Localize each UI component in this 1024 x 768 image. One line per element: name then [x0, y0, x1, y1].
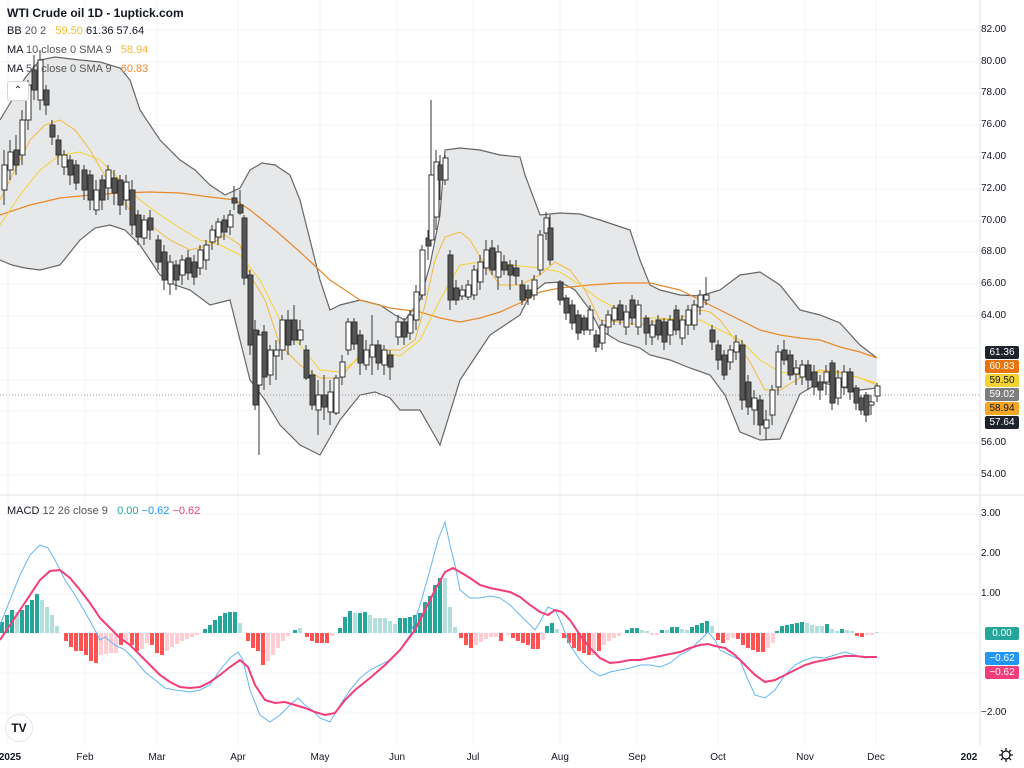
macd-line	[0, 520, 878, 723]
candlesticks[interactable]	[1, 50, 881, 455]
time-label: Jul	[466, 752, 480, 763]
time-label: Jun	[388, 752, 406, 763]
gear-icon[interactable]	[998, 747, 1014, 763]
bb-upper-badge: 61.36	[985, 346, 1019, 359]
bb-basis-value: 59.50	[55, 25, 83, 37]
ma10-legend-params: 10 close 0 SMA 9	[25, 44, 112, 56]
ma50-value: 60.83	[120, 63, 149, 75]
time-label: Oct	[710, 752, 726, 763]
bb-lower-badge: 57.64	[985, 416, 1019, 429]
macd-tick: −2.00	[981, 707, 1007, 718]
macd-line-value: −0.62	[141, 505, 170, 517]
macd-legend[interactable]: MACD 12 26 close 9 0.00 −0.62 −0.62	[7, 505, 200, 517]
ma10-value: 58.94	[120, 44, 149, 56]
price-tick: 56.00	[981, 437, 1007, 448]
price-tick: 66.00	[981, 278, 1007, 289]
macd-signal-badge: −0.62	[985, 666, 1019, 679]
price-tick: 70.00	[981, 215, 1007, 226]
price-tick: 74.00	[981, 151, 1007, 162]
last-price-badge: 59.02	[985, 388, 1019, 401]
macd-legend-label: MACD	[7, 505, 40, 517]
tradingview-logo[interactable]: TV	[5, 714, 33, 742]
price-tick: 80.00	[981, 56, 1007, 67]
bb-legend-params: 20 2	[24, 25, 47, 37]
bb-basis-badge: 59.50	[985, 374, 1019, 387]
bollinger-band-fill	[0, 57, 877, 455]
collapse-legend-button[interactable]: ⌃	[7, 81, 29, 101]
chart-title: WTI Crude oil 1D - 1uptick.com	[7, 6, 184, 20]
macd-signal-value: −0.62	[172, 505, 201, 517]
ma50-line	[0, 191, 878, 359]
ma10-legend-label: MA	[7, 44, 23, 56]
ma50-legend-label: MA	[7, 63, 23, 75]
ma50-legend-params: 50 close 0 SMA 9	[25, 63, 112, 75]
macd-hist-value: 0.00	[117, 505, 139, 517]
macd-histogram	[0, 578, 879, 665]
price-tick: 78.00	[981, 87, 1007, 98]
chevron-up-icon: ⌃	[13, 85, 23, 96]
macd-signal-line	[0, 566, 877, 717]
bb-upper-value: 61.36	[85, 25, 114, 37]
macd-tick: 3.00	[981, 508, 1001, 519]
time-label: May	[310, 752, 330, 763]
price-tick: 64.00	[981, 310, 1007, 321]
time-label: Mar	[148, 752, 166, 763]
price-tick: 72.00	[981, 183, 1007, 194]
macd-tick: 2.00	[981, 548, 1001, 559]
bb-legend-label: BB	[7, 25, 22, 37]
bollinger-upper-line	[0, 56, 878, 359]
time-label: Aug	[551, 752, 569, 763]
time-label: Apr	[230, 752, 246, 763]
ma10-badge: 58.94	[985, 402, 1019, 415]
time-label: Nov	[796, 752, 814, 763]
time-label: Dec	[867, 752, 885, 763]
macd-line-badge: −0.62	[985, 652, 1019, 665]
price-tick: 68.00	[981, 246, 1007, 257]
time-label: Feb	[76, 752, 94, 763]
bb-lower-value: 57.64	[116, 25, 145, 37]
ma10-legend[interactable]: MA 10 close 0 SMA 9 58.94	[7, 44, 148, 56]
bb-legend[interactable]: BB 20 2 59.50 61.36 57.64	[7, 25, 144, 37]
time-label: Sep	[628, 752, 646, 763]
ma50-legend[interactable]: MA 50 close 0 SMA 9 60.83	[7, 63, 148, 75]
macd-hist-badge: 0.00	[985, 627, 1019, 640]
time-label-2026: 202	[960, 752, 978, 763]
price-tick: 54.00	[981, 469, 1007, 480]
price-tick: 82.00	[981, 24, 1007, 35]
macd-tick: 1.00	[981, 588, 1001, 599]
bollinger-basis-line	[0, 151, 878, 384]
price-tick: 76.00	[981, 119, 1007, 130]
time-label-2025: 2025	[0, 752, 22, 763]
macd-legend-params: 12 26 close 9	[42, 505, 108, 517]
ma50-badge: 60.83	[985, 360, 1019, 373]
